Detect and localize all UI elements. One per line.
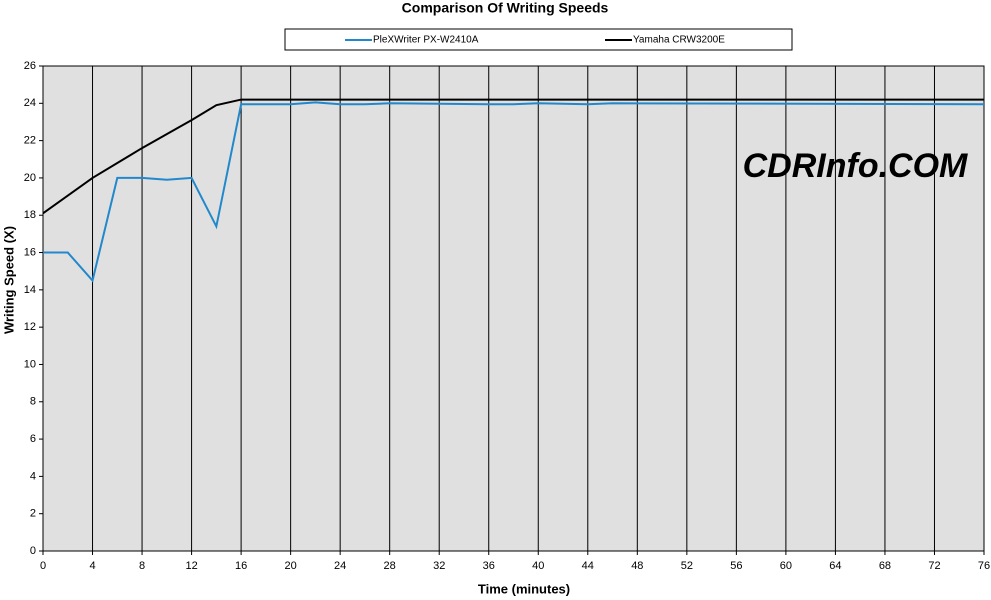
y-tick-label: 24: [24, 97, 36, 109]
legend-label: Yamaha CRW3200E: [633, 35, 725, 46]
x-axis-label: Time (minutes): [478, 581, 570, 596]
y-tick-label: 20: [24, 172, 36, 184]
y-tick-label: 8: [30, 396, 36, 408]
x-tick-label: 20: [285, 560, 297, 572]
y-tick-label: 4: [30, 470, 36, 482]
legend: [284, 28, 793, 51]
y-tick-label: 26: [24, 60, 36, 72]
y-tick-label: 18: [24, 209, 36, 221]
x-tick-label: 4: [89, 560, 95, 572]
x-tick-label: 8: [139, 560, 145, 572]
y-axis-label: Writing Speed (X): [1, 226, 16, 334]
x-tick-label: 64: [829, 560, 841, 572]
x-tick-label: 56: [730, 560, 742, 572]
x-tick-label: 60: [780, 560, 792, 572]
y-tick-label: 12: [24, 321, 36, 333]
legend-label: PleXWriter PX-W2410A: [373, 35, 479, 46]
x-tick-label: 40: [532, 560, 544, 572]
y-tick-label: 6: [30, 433, 36, 445]
x-tick-label: 72: [928, 560, 940, 572]
series-line: [43, 101, 985, 283]
y-tick-label: 10: [24, 358, 36, 370]
series-line: [42, 98, 984, 215]
x-tick-label: 28: [384, 560, 396, 572]
y-tick-label: 0: [30, 545, 36, 557]
y-tick-label: 22: [24, 135, 36, 147]
y-tick-label: 2: [30, 508, 36, 520]
x-tick-label: 44: [582, 560, 594, 572]
x-tick-label: 16: [235, 560, 247, 572]
chart-title: Comparison Of Writing Speeds: [402, 0, 609, 16]
x-tick-label: 48: [631, 560, 643, 572]
x-tick-label: 12: [185, 560, 197, 572]
x-tick-label: 68: [879, 560, 891, 572]
x-tick-label: 24: [334, 560, 346, 572]
plot-area: [42, 65, 985, 552]
x-tick-label: 52: [681, 560, 693, 572]
y-tick-label: 16: [24, 246, 36, 258]
x-tick-label: 36: [483, 560, 495, 572]
x-tick-label: 0: [40, 560, 46, 572]
x-tick-label: 76: [978, 560, 990, 572]
watermark: CDRInfo.COM: [743, 147, 968, 185]
x-tick-label: 32: [433, 560, 445, 572]
y-tick-label: 14: [24, 284, 36, 296]
